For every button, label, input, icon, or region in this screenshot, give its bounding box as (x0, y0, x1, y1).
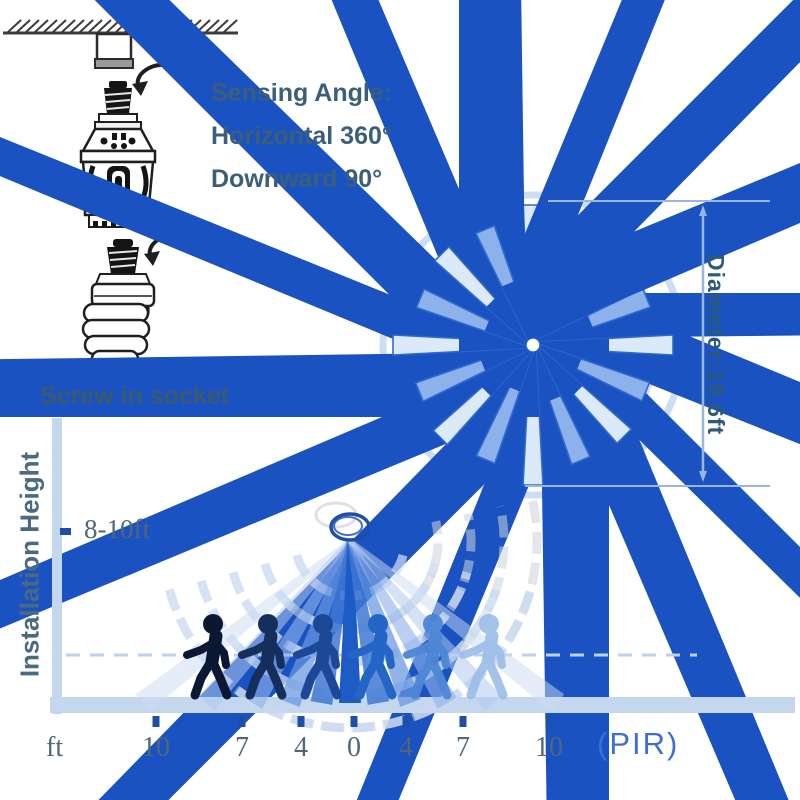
x-tick-label: 7 (235, 732, 249, 763)
x-tick-label: 0 (347, 732, 361, 763)
walking-person-icon (187, 614, 227, 695)
x-tick-label: 7 (456, 732, 470, 763)
diameter-label: Diameter:19.6ft (703, 254, 729, 436)
x-axis-ticks (152, 716, 553, 727)
height-marker-label: 8-10ft (84, 514, 150, 544)
x-tick-label: 4 (399, 732, 413, 763)
y-axis (52, 418, 62, 714)
diameter-dimension-line (525, 200, 770, 487)
x-unit-label: ft (46, 732, 64, 763)
sensing-angle-horizontal: Horizontal 360° (211, 122, 392, 150)
sensor-icon (314, 501, 371, 542)
height-tick (60, 528, 71, 535)
cfl-bulb-icon (81, 239, 156, 368)
screw-in-socket-caption: Screw in socket (40, 382, 229, 410)
x-tick-label: 10 (535, 732, 563, 763)
x-axis (50, 697, 795, 713)
sensing-angle-title: Sensing Angle: (211, 79, 393, 107)
x-tick-label: 4 (294, 732, 308, 763)
lamp-socket-icon (94, 32, 134, 69)
pir-label: (PIR) (597, 726, 680, 761)
x-tick-label: 10 (142, 732, 170, 763)
sensing-angle-block: Sensing Angle: Horizontal 360° Downward … (211, 72, 392, 201)
y-axis-label: Installation Height (14, 451, 45, 678)
sensing-angle-downward: Downward 90° (211, 165, 383, 193)
